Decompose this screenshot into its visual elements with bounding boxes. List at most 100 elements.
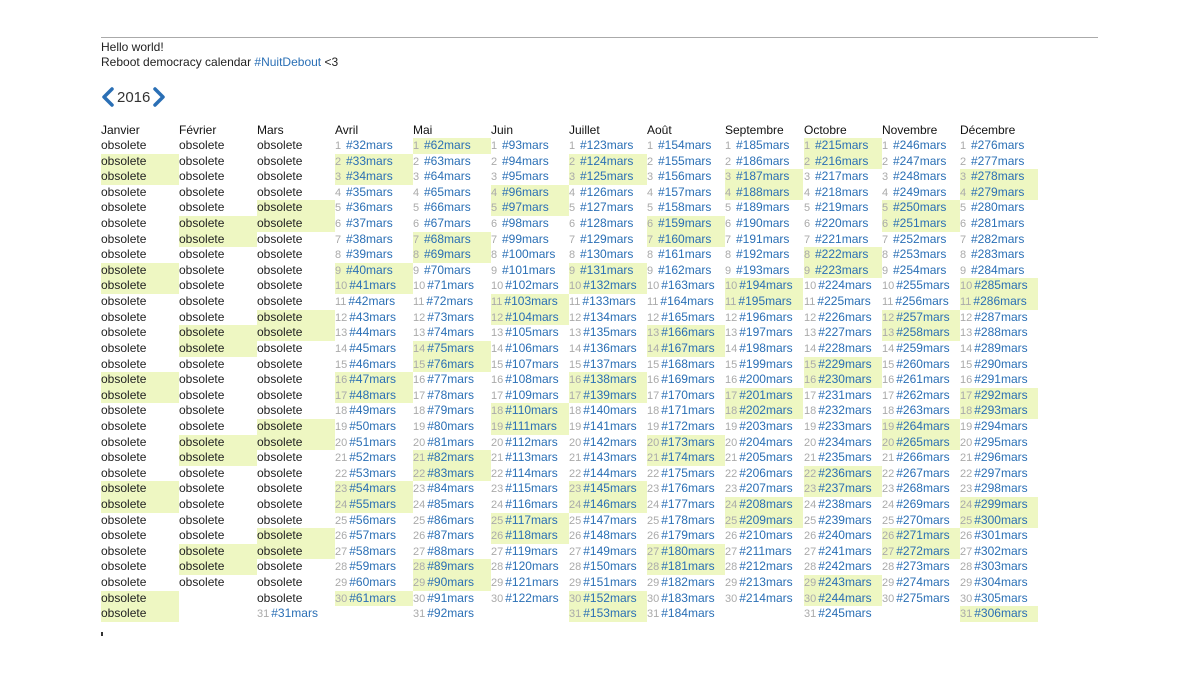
hashtag-link[interactable]: #305mars (974, 590, 1028, 605)
hashtag-link[interactable]: #120mars (505, 559, 559, 574)
hashtag-link[interactable]: #68mars (424, 231, 471, 246)
hashtag-link[interactable]: #129mars (580, 231, 634, 246)
hashtag-link[interactable]: #184mars (661, 606, 715, 621)
hashtag-link[interactable]: #297mars (974, 465, 1028, 480)
hashtag-link[interactable]: #219mars (815, 200, 869, 215)
hashtag-link[interactable]: #117mars (505, 512, 558, 527)
hashtag-link[interactable]: #220mars (815, 216, 869, 231)
hashtag-link[interactable]: #168mars (661, 356, 715, 371)
hashtag-link[interactable]: #294mars (974, 418, 1028, 433)
hashtag-link[interactable]: #94mars (502, 153, 549, 168)
hashtag-link[interactable]: #277mars (971, 153, 1025, 168)
hashtag-link[interactable]: #45mars (349, 340, 396, 355)
hashtag-link[interactable]: #128mars (580, 216, 634, 231)
hashtag-link[interactable]: #67mars (424, 216, 471, 231)
hashtag-link[interactable]: #259mars (896, 340, 950, 355)
hashtag-link[interactable]: #43mars (349, 309, 396, 324)
hashtag-link[interactable]: #124mars (580, 153, 634, 168)
hashtag-link[interactable]: #238mars (818, 497, 872, 512)
hashtag-link[interactable]: #245mars (818, 606, 872, 621)
hashtag-link[interactable]: #148mars (583, 528, 637, 543)
hashtag-link[interactable]: #135mars (583, 325, 637, 340)
hashtag-link[interactable]: #144mars (583, 465, 637, 480)
hashtag-link[interactable]: #263mars (896, 403, 950, 418)
hashtag-link[interactable]: #255mars (896, 278, 950, 293)
hashtag-link[interactable]: #134mars (583, 309, 637, 324)
hashtag-link[interactable]: #58mars (349, 543, 396, 558)
hashtag-link[interactable]: #207mars (739, 481, 793, 496)
hashtag-link[interactable]: #100mars (502, 247, 556, 262)
hashtag-link[interactable]: #54mars (349, 481, 396, 496)
hashtag-link[interactable]: #291mars (974, 372, 1028, 387)
hashtag-link[interactable]: #230mars (818, 372, 872, 387)
hashtag-link[interactable]: #152mars (583, 590, 637, 605)
hashtag-link[interactable]: #127mars (580, 200, 634, 215)
hashtag-link[interactable]: #140mars (583, 403, 637, 418)
hashtag-link[interactable]: #74mars (427, 325, 474, 340)
hashtag-link[interactable]: #234mars (818, 434, 872, 449)
hashtag-link[interactable]: #281mars (971, 216, 1025, 231)
hashtag-link[interactable]: #87mars (427, 528, 474, 543)
hashtag-link[interactable]: #218mars (815, 184, 869, 199)
hashtag-link[interactable]: #85mars (427, 497, 474, 512)
hashtag-link[interactable]: #225mars (817, 294, 871, 309)
hashtag-link[interactable]: #118mars (505, 528, 558, 543)
hashtag-link[interactable]: #169mars (661, 372, 715, 387)
hashtag-link[interactable]: #213mars (739, 575, 793, 590)
hashtag-link[interactable]: #268mars (896, 481, 950, 496)
hashtag-link[interactable]: #156mars (658, 169, 712, 184)
hashtag-link[interactable]: #70mars (424, 262, 471, 277)
hashtag-link[interactable]: #60mars (349, 575, 396, 590)
hashtag-link[interactable]: #32mars (346, 138, 393, 152)
hashtag-link[interactable]: #64mars (424, 169, 471, 184)
hashtag-link[interactable]: #189mars (736, 200, 790, 215)
hashtag-link[interactable]: #106mars (505, 340, 559, 355)
hashtag-link[interactable]: #95mars (502, 169, 549, 184)
hashtag-link[interactable]: #236mars (818, 465, 872, 480)
hashtag-link[interactable]: #84mars (427, 481, 474, 496)
hashtag-link[interactable]: #46mars (349, 356, 396, 371)
hashtag-link[interactable]: #203mars (739, 418, 793, 433)
hashtag-link[interactable]: #208mars (739, 497, 793, 512)
hashtag-link[interactable]: #193mars (736, 262, 790, 277)
hashtag-link[interactable]: #267mars (896, 465, 950, 480)
hashtag-link[interactable]: #278mars (971, 169, 1025, 184)
hashtag-link[interactable]: #99mars (502, 231, 549, 246)
hashtag-link[interactable]: #86mars (427, 512, 474, 527)
hashtag-link[interactable]: #229mars (818, 356, 872, 371)
hashtag-link[interactable]: #282mars (971, 231, 1025, 246)
hashtag-link[interactable]: #35mars (346, 184, 393, 199)
hashtag-link[interactable]: #210mars (739, 528, 793, 543)
hashtag-link[interactable]: #78mars (427, 387, 474, 402)
hashtag-link[interactable]: #42mars (348, 294, 396, 309)
hashtag-link[interactable]: #101mars (502, 262, 556, 277)
hashtag-link[interactable]: #187mars (736, 169, 790, 184)
hashtag-link[interactable]: #298mars (974, 481, 1028, 496)
hashtag-link[interactable]: #286mars (973, 294, 1027, 309)
hashtag-link[interactable]: #48mars (349, 387, 396, 402)
hashtag-link[interactable]: #146mars (583, 497, 637, 512)
hashtag-link[interactable]: #272mars (896, 543, 950, 558)
hashtag-link[interactable]: #96mars (502, 184, 549, 199)
hashtag-link[interactable]: #82mars (427, 450, 474, 465)
hashtag-link[interactable]: #212mars (739, 559, 793, 574)
hashtag-link[interactable]: #114mars (505, 465, 558, 480)
hashtag-link[interactable]: #254mars (893, 262, 947, 277)
hashtag-link[interactable]: #72mars (426, 294, 474, 309)
chevron-right-icon[interactable] (152, 87, 166, 107)
hashtag-link[interactable]: #41mars (349, 278, 396, 293)
hashtag-link[interactable]: #157mars (658, 184, 712, 199)
hashtag-link[interactable]: #138mars (583, 372, 637, 387)
hashtag-link[interactable]: #191mars (736, 231, 790, 246)
hashtag-link[interactable]: #167mars (661, 340, 715, 355)
hashtag-link[interactable]: #279mars (971, 184, 1025, 199)
hashtag-link[interactable]: #173mars (661, 434, 715, 449)
hashtag-link[interactable]: #249mars (893, 184, 947, 199)
hashtag-link[interactable]: #170mars (661, 387, 715, 402)
hashtag-link[interactable]: #49mars (349, 403, 396, 418)
hashtag-link[interactable]: #107mars (505, 356, 559, 371)
hashtag-link[interactable]: #132mars (583, 278, 637, 293)
hashtag-link[interactable]: #71mars (427, 278, 474, 293)
hashtag-link[interactable]: #264mars (896, 418, 950, 433)
hashtag-link[interactable]: #77mars (427, 372, 474, 387)
